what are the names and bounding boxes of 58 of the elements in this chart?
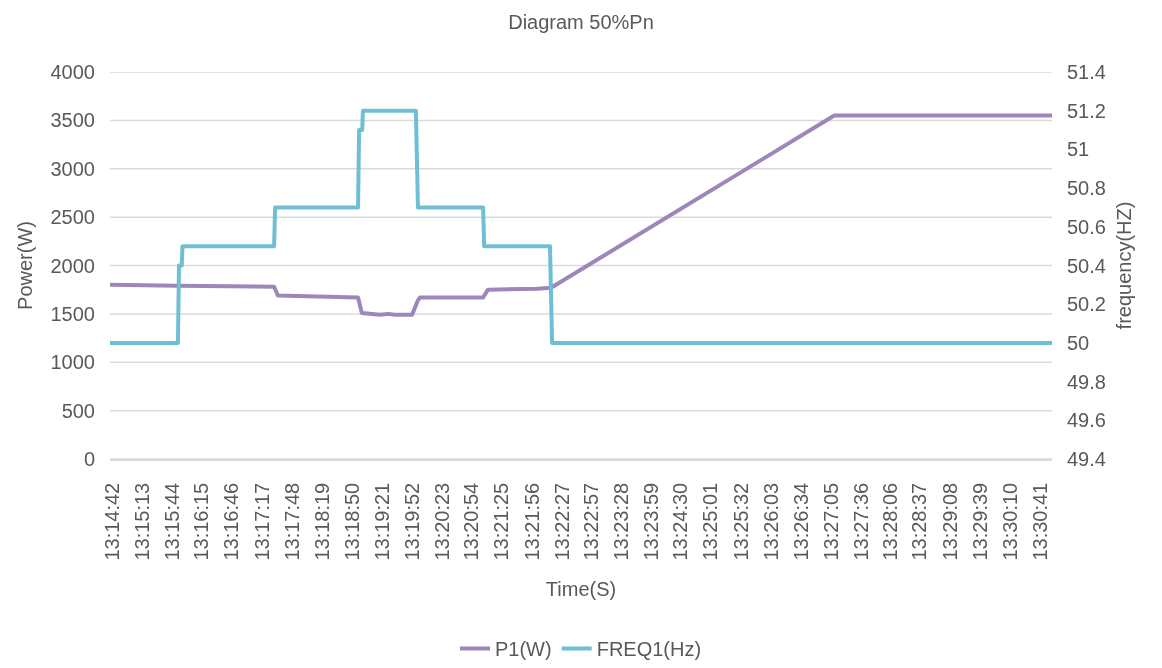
y-tick-label: 2000 [50, 254, 95, 277]
x-tick-label: 13:19:52 [400, 482, 423, 561]
x-tick-label: 13:28:37 [908, 482, 931, 561]
y2-tick-label: 50.8 [1067, 177, 1106, 200]
x-tick-label: 13:22:57 [579, 482, 602, 561]
chart-title: Diagram 50%Pn [508, 11, 654, 33]
x-tick-label: 13:25:01 [699, 482, 722, 561]
y-tick-label: 4000 [50, 61, 95, 83]
x-axis-title: Time(S) [545, 577, 617, 600]
x-tick-label: 13:16:46 [220, 482, 243, 561]
y2-tick-label: 51 [1067, 138, 1090, 161]
y-tick-label: 3500 [50, 109, 95, 132]
x-tick-label: 13:25:32 [729, 482, 752, 561]
x-tick-label: 13:18:50 [340, 482, 363, 561]
x-tick-label: 13:17:17 [250, 482, 273, 561]
x-tick-label: 13:23:59 [639, 482, 662, 561]
x-tick-label: 13:20:54 [460, 482, 483, 561]
x-tick-label: 13:29:39 [968, 482, 991, 561]
y-tick-label: 500 [61, 399, 95, 422]
y-tick-label: 3000 [50, 157, 95, 180]
x-tick-label: 13:26:34 [789, 482, 812, 561]
legend-label: P1(W) [495, 638, 552, 661]
x-tick-label: 13:19:21 [370, 482, 393, 561]
x-tick-label: 13:15:44 [160, 482, 183, 561]
x-tick-label: 13:18:19 [310, 482, 333, 561]
x-tick-label: 13:21:25 [490, 482, 513, 561]
y2-tick-label: 49.6 [1067, 409, 1106, 432]
y2-tick-label: 50.4 [1067, 254, 1106, 277]
y2-tick-label: 50 [1067, 331, 1090, 354]
x-tick-label: 13:29:08 [938, 482, 961, 561]
x-tick-label: 13:22:27 [550, 482, 573, 561]
y-tick-label: 2500 [50, 206, 95, 229]
x-tick-label: 13:14:42 [100, 482, 123, 561]
y2-tick-label: 50.6 [1067, 215, 1106, 238]
y2-tick-label: 49.4 [1067, 448, 1106, 470]
x-tick-label: 13:21:56 [520, 482, 543, 561]
legend-label: FREQ1(Hz) [596, 638, 702, 661]
y-tick-label: 1500 [50, 302, 95, 325]
x-tick-label: 13:24:30 [669, 482, 692, 561]
y2-tick-label: 51.2 [1067, 99, 1106, 122]
x-tick-label: 13:16:15 [190, 482, 213, 561]
y2-tick-label: 51.4 [1067, 61, 1106, 83]
y2-tick-label: 49.8 [1067, 370, 1106, 393]
y-tick-label: 0 [83, 448, 95, 470]
x-tick-label: 13:15:13 [130, 482, 153, 561]
y2-tick-label: 50.2 [1067, 293, 1106, 316]
x-tick-label: 13:27:05 [819, 482, 842, 561]
x-tick-label: 13:30:10 [998, 482, 1021, 561]
x-tick-label: 13:23:28 [609, 482, 632, 561]
y-axis-title: Power(W) [14, 221, 36, 310]
x-tick-label: 13:28:06 [878, 482, 901, 561]
x-tick-label: 13:17:48 [280, 482, 303, 561]
y2-axis-title: frequency(HZ) [1113, 201, 1136, 330]
y-tick-label: 1000 [50, 351, 95, 374]
x-tick-label: 13:27:36 [849, 482, 872, 561]
x-tick-label: 13:20:23 [430, 482, 453, 561]
x-tick-label: 13:30:41 [1028, 482, 1051, 561]
x-tick-label: 13:26:03 [759, 482, 782, 561]
